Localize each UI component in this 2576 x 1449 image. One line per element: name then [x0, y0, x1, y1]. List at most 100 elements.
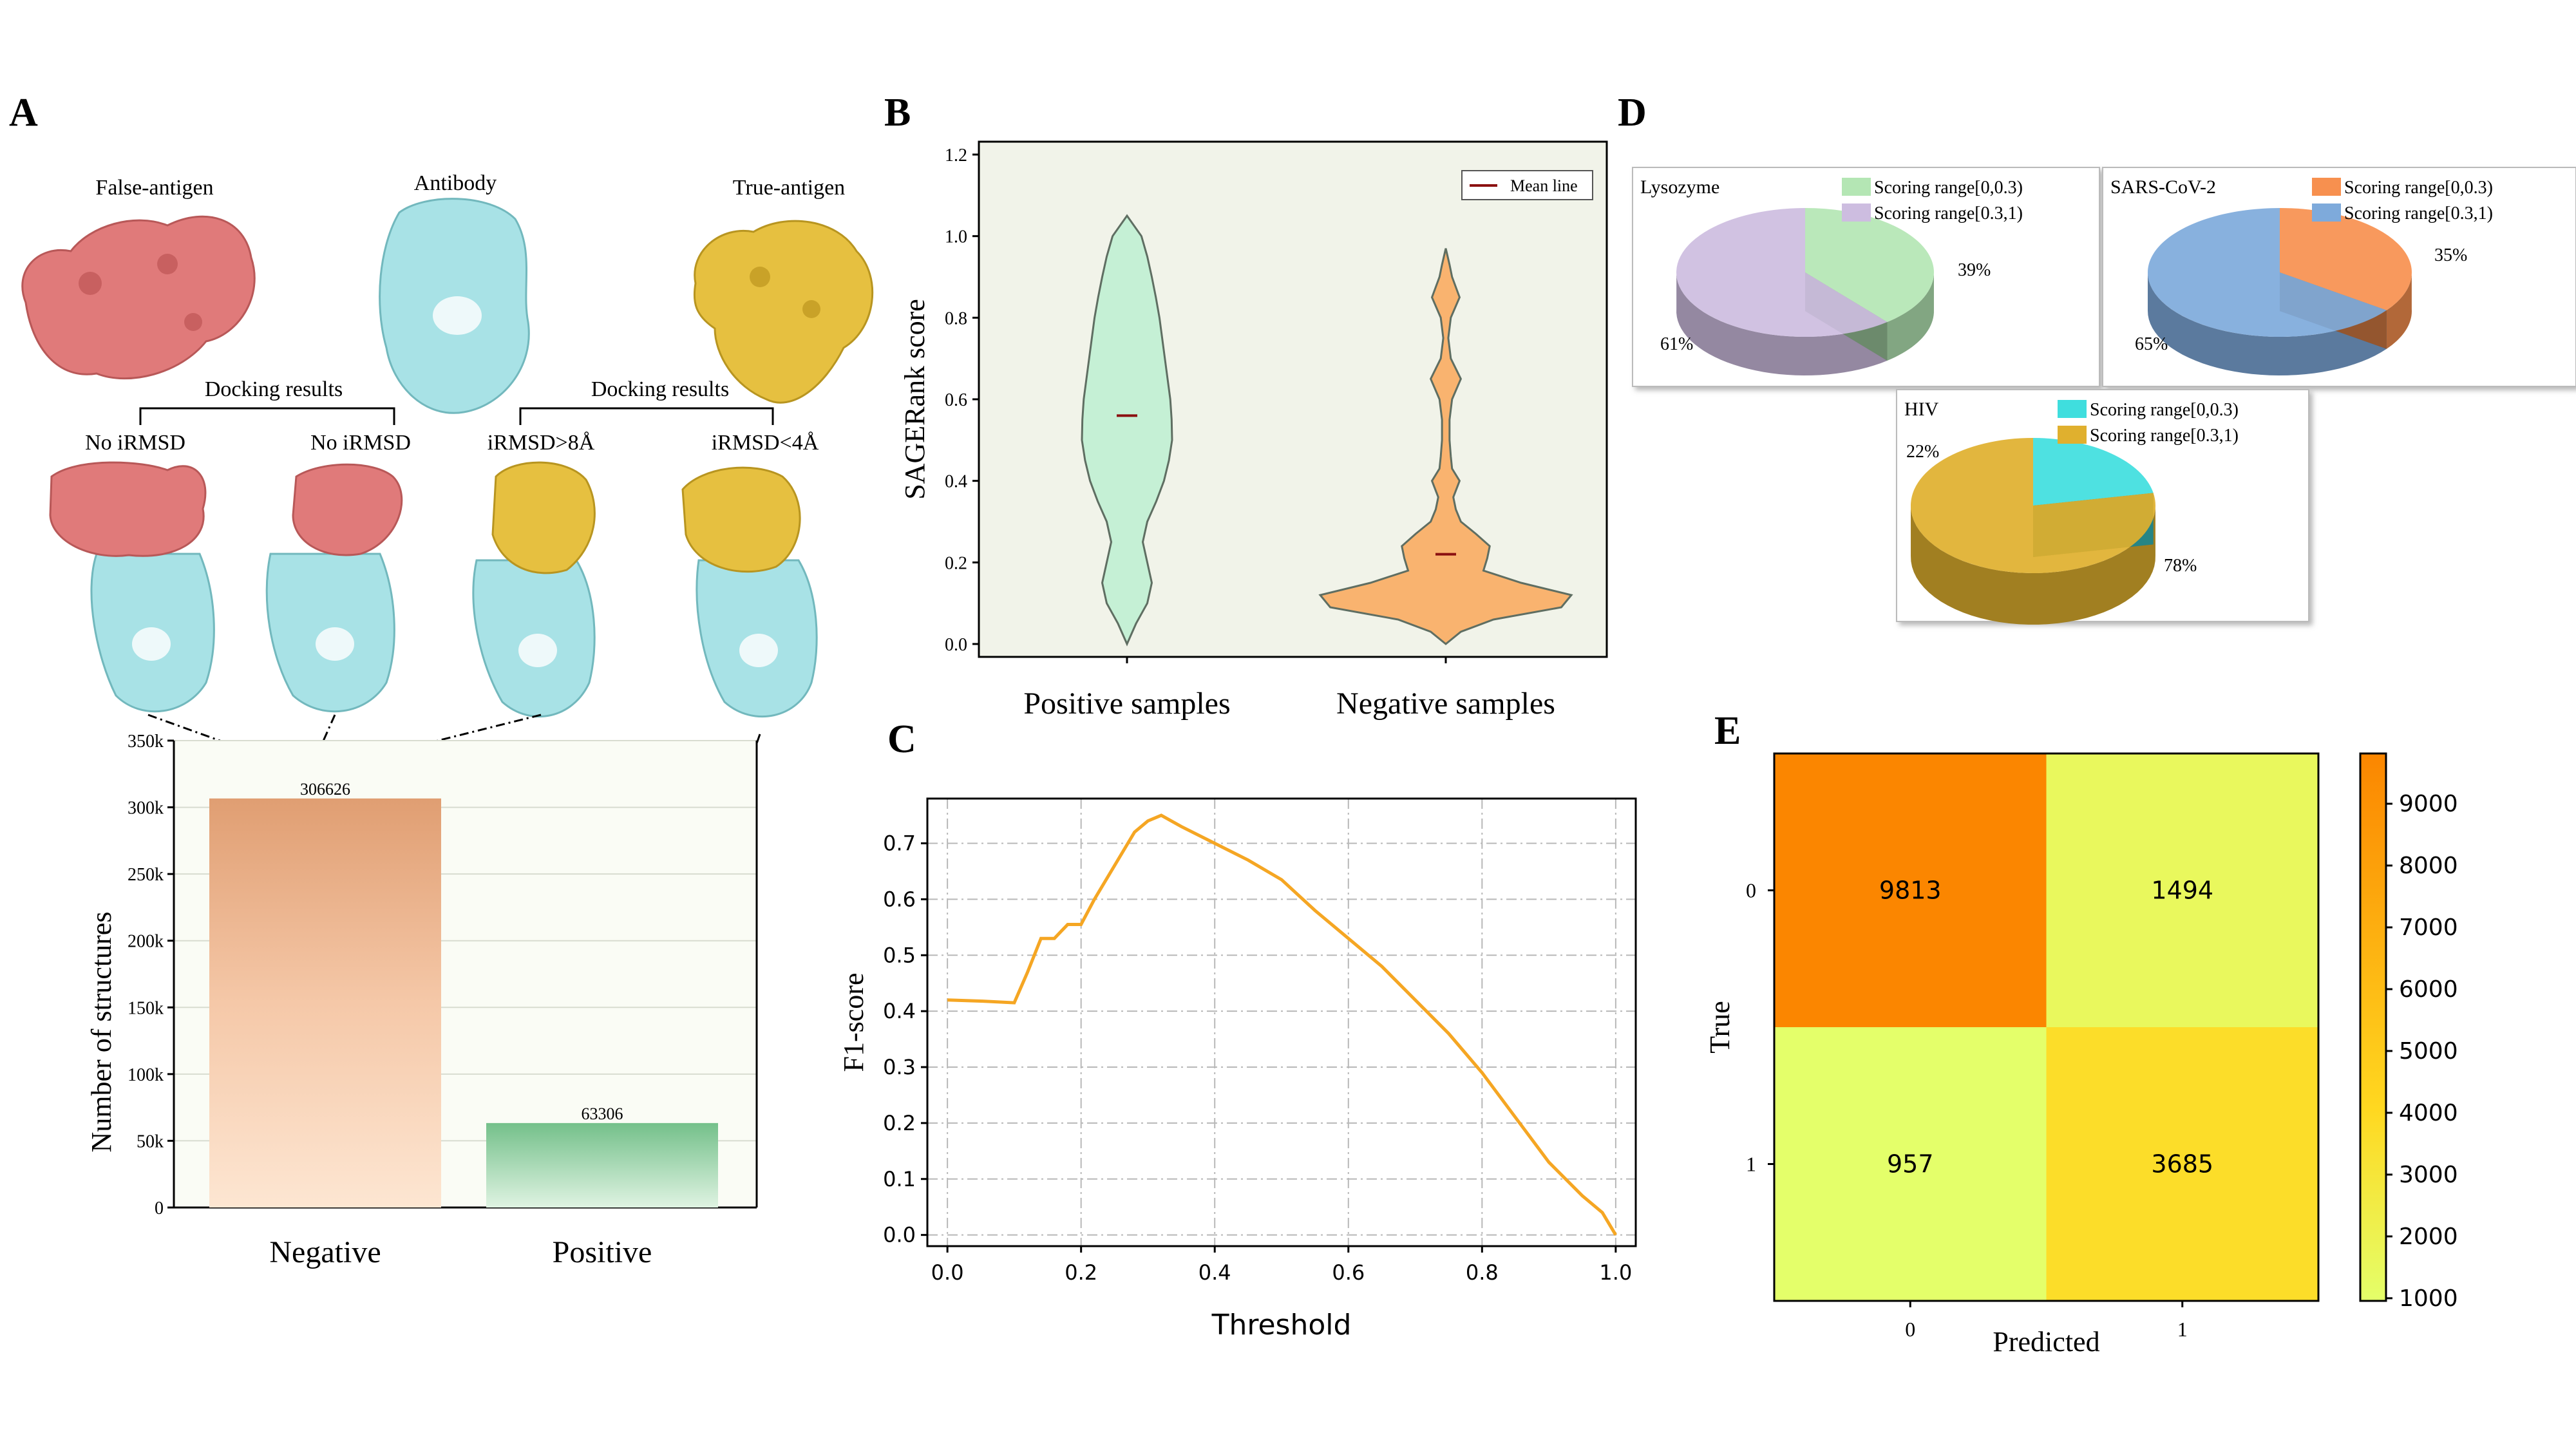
colorbar-tick-label: 8000: [2399, 853, 2458, 879]
pie-legend-swatch: [2058, 426, 2087, 444]
complex-label-2: No iRMSD: [310, 431, 411, 455]
chart-a-bar: 0 50k 100k 150k 200k 250k 300k 350k 306626 Negati…: [86, 732, 758, 1269]
legend-label: Mean line: [1510, 176, 1578, 195]
pie-legend-swatch: [1842, 178, 1871, 196]
docking-results-left: Docking results: [205, 377, 343, 401]
y-tick-label: 0.3: [883, 1055, 916, 1079]
heatmap-cell-value: 9813: [1879, 876, 1942, 905]
x-tick-label: Negative samples: [1336, 687, 1555, 721]
pie-legend-swatch: [2312, 178, 2341, 196]
y-tick-label: 0.8: [945, 308, 967, 328]
pie-slice-low: [2033, 437, 2154, 506]
heatmap-cell-value: 3685: [2151, 1150, 2213, 1179]
pie-title: Lysozyme: [1640, 176, 1719, 198]
y-axis-label: SAGERank score: [899, 299, 931, 500]
y-axis-label: True: [1704, 1001, 1736, 1054]
x-tick-label: 1.0: [1599, 1260, 1632, 1285]
x-tick-label: 0: [1905, 1318, 1915, 1341]
f1-score-line: [947, 813, 1618, 1236]
y-tick-label: 250k: [128, 865, 164, 885]
violin-negative: [1318, 248, 1573, 645]
x-tick-label: Negative: [269, 1235, 381, 1269]
complex-label-3: iRMSD>8Å: [488, 431, 595, 455]
x-axis-label: Predicted: [1993, 1326, 2099, 1358]
false-antigen-structure: [21, 215, 256, 380]
true-antigen-structure: [693, 220, 874, 404]
pie-side-wall: [1911, 504, 2155, 625]
y-tick-label: 0.4: [945, 472, 967, 492]
bar-positive: [486, 1122, 718, 1208]
x-tick-label: 0.4: [1198, 1260, 1231, 1285]
colorbar-tick-label: 3000: [2399, 1162, 2458, 1188]
pie-legend-label: Scoring range[0.3,1): [2344, 204, 2493, 223]
pie-legend-label: Scoring range[0,0.3): [2090, 400, 2239, 420]
pie-legend-label: Scoring range[0,0.3): [1874, 178, 2023, 198]
heatmap-cell-value: 1494: [2151, 876, 2213, 905]
pie-percent-label: 78%: [2164, 556, 2197, 576]
y-tick-label: 1: [1746, 1153, 1756, 1176]
colorbar-tick-label: 4000: [2399, 1100, 2458, 1126]
pie-slice-high: [1911, 438, 2156, 574]
pie-title: HIV: [1904, 399, 1939, 420]
chart-e-heatmap: 9813 1494 957 3685 0 1 0 1 Predicted True 1000 2000…: [1704, 752, 2458, 1358]
y-tick-label: 0.2: [883, 1111, 916, 1135]
y-tick-label: 0.4: [883, 999, 916, 1023]
heatmap-cell: [2046, 753, 2318, 1027]
pie-percent-label: 39%: [1958, 260, 1991, 280]
pie-side-wall: [1887, 271, 1934, 361]
colorbar-tick-label: 2000: [2399, 1224, 2458, 1250]
y-tick-label: 350k: [128, 732, 164, 752]
colorbar-tick-label: 7000: [2399, 914, 2458, 941]
x-tick-label: 0.8: [1466, 1260, 1499, 1285]
panel-letter-e: E: [1714, 709, 1741, 753]
pie-slice-high: [2148, 207, 2387, 337]
complex-2-structure: [265, 463, 403, 713]
pie-side-wall: [2386, 270, 2412, 349]
x-tick-label: 0.0: [931, 1260, 964, 1285]
label-false-antigen: False-antigen: [95, 176, 213, 200]
pie-percent-label: 22%: [1906, 442, 1939, 462]
y-tick-label: 300k: [128, 799, 164, 819]
y-tick-label: 0.1: [883, 1167, 916, 1191]
y-tick-label: 0.0: [883, 1223, 916, 1247]
y-axis-label: F1-score: [838, 973, 869, 1072]
y-tick-label: 1.0: [945, 227, 967, 247]
chart-c-line: 0.0 0.1 0.2 0.3 0.4 0.5 0.6 0.7 0.0 0.2 0.4 0.6 0.8 1…: [838, 797, 1637, 1341]
y-tick-label: 0.7: [883, 831, 916, 856]
colorbar-tick-label: 6000: [2399, 976, 2458, 1003]
pie-legend-label: Scoring range[0.3,1): [1874, 204, 2023, 223]
panel-letter-c: C: [887, 717, 916, 761]
antibody-structure: [379, 198, 530, 414]
panel-d: D Lysozyme 39% 61% Scoring range[0,0.3) Scor…: [1618, 91, 2576, 625]
pie-slice-low: [2280, 208, 2412, 310]
legend-box: [1461, 170, 1593, 200]
pie-percent-label: 61%: [1660, 334, 1693, 354]
x-tick-label: 1: [2177, 1318, 2188, 1341]
panel-letter-b: B: [884, 91, 911, 135]
pie-slice-high: [1676, 208, 1888, 337]
heatmap-cell: [2046, 1027, 2318, 1301]
pie-title: SARS-CoV-2: [2110, 176, 2216, 198]
chart-d-pies: Lysozyme 39% 61% Scoring range[0,0.3) Scorin…: [1632, 167, 2576, 625]
colorbar: [2359, 752, 2387, 1302]
complex-1-structure: [49, 461, 215, 713]
y-tick-label: 0.2: [945, 553, 967, 573]
plot-frame: [926, 797, 1637, 1247]
y-tick-label: 0: [155, 1198, 164, 1218]
x-tick-label: 0.6: [1332, 1260, 1365, 1285]
y-tick-label: 150k: [128, 998, 164, 1018]
heatmap-cell-value: 957: [1887, 1150, 1934, 1179]
x-axis-label: Threshold: [1211, 1309, 1352, 1341]
heatmap-cell: [1774, 753, 2047, 1027]
bar-data-label: 63306: [582, 1104, 623, 1123]
panel-a: A False-antigen Antibody True-antigen Do…: [9, 91, 874, 1269]
colorbar-tick-label: 1000: [2399, 1285, 2458, 1312]
pie-percent-label: 65%: [2135, 334, 2168, 354]
docking-bracket-right: [519, 407, 774, 425]
pie-side-wall: [2148, 272, 2387, 375]
pie-legend-swatch: [2058, 400, 2087, 418]
pie-percent-label: 35%: [2434, 245, 2467, 265]
panel-c: C 0.00.10.20.30.40.50.60.70.0 0.2 0.4 0.6 0.…: [838, 717, 1637, 1341]
chart-b-violin: 0.0 0.2 0.4 0.6 0.8 1.0 1.2 Positive samples Neg…: [899, 140, 1608, 721]
